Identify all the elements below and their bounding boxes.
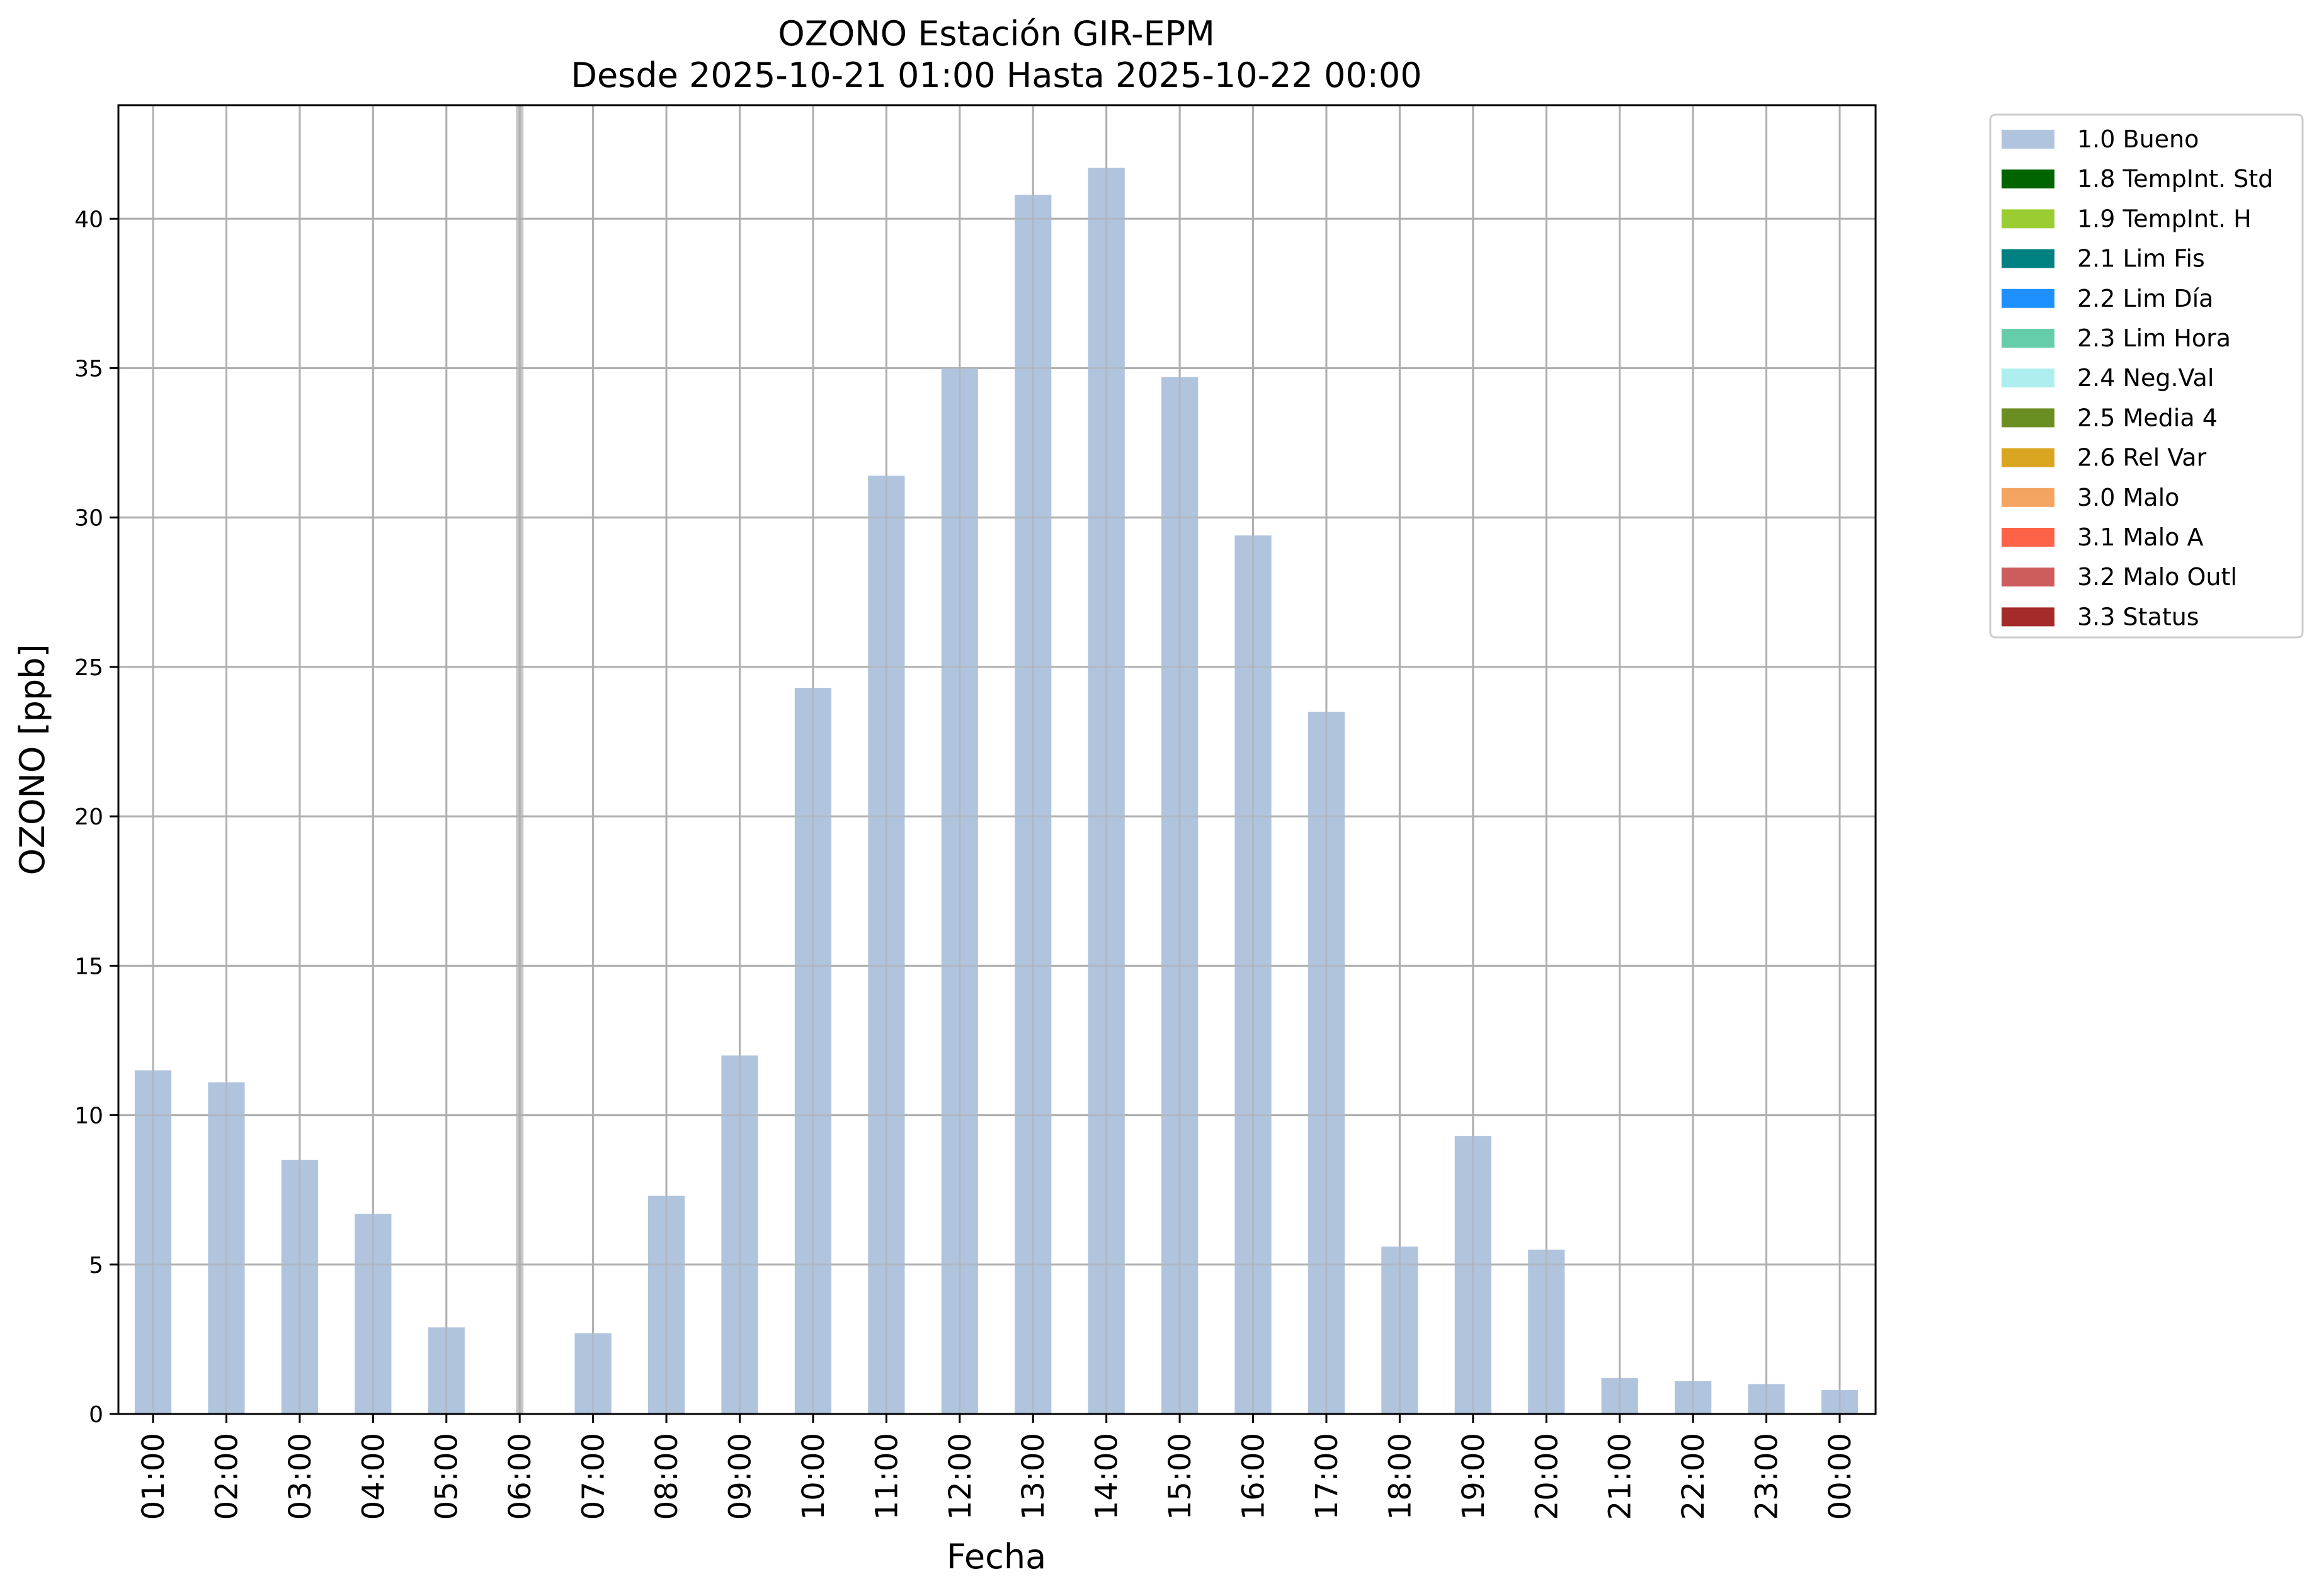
legend-swatch — [2002, 288, 2054, 308]
legend-swatch — [2002, 249, 2054, 268]
y-tick-label: 5 — [89, 1253, 103, 1279]
legend-swatch — [2002, 567, 2054, 587]
legend-swatch — [2002, 448, 2054, 467]
legend-label: 3.0 Malo — [2077, 484, 2179, 511]
x-tick-label: 08:00 — [649, 1433, 685, 1520]
y-tick-label: 35 — [74, 356, 103, 382]
legend: 1.0 Bueno 1.8 TempInt. Std 1.9 TempInt. H 2… — [1989, 113, 2304, 639]
x-axis-label: Fecha — [947, 1537, 1046, 1576]
legend-label: 3.2 Malo Outl — [2077, 563, 2237, 591]
x-tick-label: 13:00 — [1016, 1433, 1051, 1520]
y-tick-label: 25 — [74, 655, 103, 681]
x-tick-label: 22:00 — [1676, 1433, 1711, 1520]
x-tick-label: 21:00 — [1603, 1433, 1638, 1520]
x-tick-label: 14:00 — [1090, 1433, 1125, 1520]
legend-label: 2.2 Lim Día — [2077, 285, 2213, 312]
x-axis-ticks: 01:00 02:00 03:00 04:00 05:00 06:00 07:00 08:00… — [136, 1414, 1858, 1520]
legend-swatch — [2002, 528, 2054, 547]
x-tick-label: 01:00 — [136, 1433, 171, 1520]
x-tick-label: 02:00 — [209, 1433, 244, 1520]
legend-swatch — [2002, 368, 2054, 388]
legend-swatch — [2002, 130, 2054, 149]
legend-label: 1.9 TempInt. H — [2077, 205, 2252, 232]
legend-items: 1.0 Bueno 1.8 TempInt. Std 1.9 TempInt. H 2… — [2002, 125, 2273, 630]
x-tick-label: 04:00 — [356, 1433, 391, 1520]
chart-title: OZONO Estación GIR-EPM — [778, 14, 1215, 54]
x-tick-label: 10:00 — [796, 1433, 831, 1520]
y-axis-ticks: 0 5 10 15 20 25 30 35 40 — [74, 207, 118, 1428]
x-tick-label: 09:00 — [722, 1433, 758, 1520]
x-tick-label: 07:00 — [576, 1433, 612, 1520]
x-tick-label: 06:00 — [503, 1433, 538, 1520]
legend-label: 2.6 Rel Var — [2077, 444, 2207, 472]
legend-swatch — [2002, 169, 2054, 189]
chart-subtitle: Desde 2025-10-21 01:00 Hasta 2025-10-22 … — [571, 55, 1422, 95]
legend-label: 2.1 Lim Fis — [2077, 245, 2205, 273]
x-tick-label: 15:00 — [1163, 1433, 1198, 1520]
y-tick-label: 40 — [74, 207, 103, 232]
y-tick-label: 10 — [74, 1103, 103, 1129]
plot-frame — [117, 104, 1877, 1415]
y-tick-label: 0 — [89, 1402, 103, 1428]
y-tick-label: 15 — [74, 954, 103, 979]
legend-frame — [1989, 113, 2304, 639]
y-axis-label: OZONO [ppb] — [13, 644, 52, 875]
x-tick-label: 18:00 — [1382, 1433, 1418, 1520]
x-tick-label: 12:00 — [943, 1433, 978, 1520]
legend-label: 3.3 Status — [2077, 603, 2199, 630]
y-tick-label: 20 — [74, 804, 103, 830]
legend-label: 2.3 Lim Hora — [2077, 324, 2231, 352]
legend-swatch — [2002, 209, 2054, 229]
legend-label: 1.0 Bueno — [2077, 125, 2199, 153]
legend-label: 3.1 Malo A — [2077, 523, 2203, 551]
x-tick-label: 11:00 — [869, 1433, 904, 1520]
legend-label: 2.4 Neg.Val — [2077, 364, 2214, 392]
x-tick-label: 19:00 — [1456, 1433, 1491, 1520]
x-tick-label: 20:00 — [1529, 1433, 1564, 1520]
legend-swatch — [2002, 329, 2054, 348]
legend-swatch — [2002, 487, 2054, 507]
grid-lines-overlay — [118, 105, 1876, 1415]
legend-swatch — [2002, 408, 2054, 428]
x-tick-label: 05:00 — [430, 1433, 465, 1520]
x-tick-label: 17:00 — [1309, 1433, 1345, 1520]
legend-swatch — [2002, 607, 2054, 627]
y-tick-label: 30 — [74, 506, 103, 532]
plot-area: 0 5 10 15 20 25 30 35 40 01:00 02:00 03:00 04:00 05:… — [74, 104, 1877, 1520]
x-tick-label: 03:00 — [283, 1433, 318, 1520]
legend-label: 1.8 TempInt. Std — [2077, 165, 2273, 193]
x-tick-label: 23:00 — [1750, 1433, 1785, 1520]
x-tick-label: 00:00 — [1823, 1433, 1858, 1520]
legend-label: 2.5 Media 4 — [2077, 404, 2218, 431]
x-tick-label: 16:00 — [1236, 1433, 1272, 1520]
